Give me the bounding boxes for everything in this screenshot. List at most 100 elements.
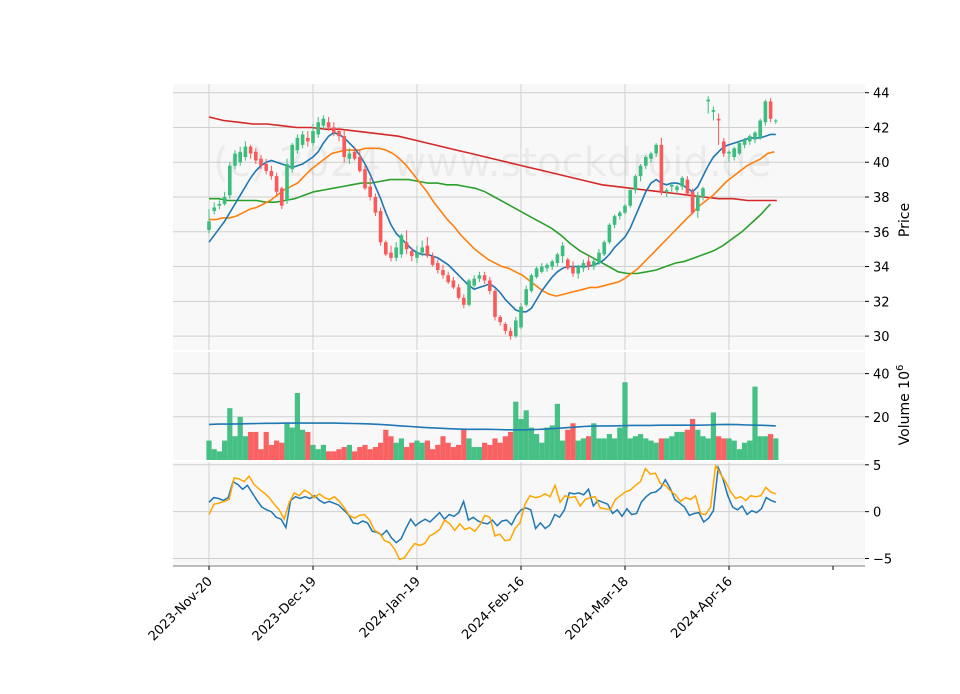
volume-bar: [315, 449, 321, 460]
candle-body: [498, 316, 502, 323]
candle-body: [540, 266, 544, 272]
candle-body: [243, 146, 248, 158]
volume-bar: [289, 427, 295, 460]
candle-body: [446, 275, 450, 283]
volume-bar: [544, 427, 550, 460]
candle-body: [727, 151, 731, 154]
candle-body: [493, 290, 497, 317]
volume-axis-label: Volume 106: [895, 365, 913, 446]
candle-body: [295, 137, 300, 151]
candle-body: [233, 153, 237, 166]
candle-body: [503, 323, 508, 331]
candle-body: [358, 157, 362, 171]
volume-bar: [492, 438, 498, 460]
volume-bar: [232, 436, 238, 460]
candle-body: [696, 195, 700, 211]
candle-body: [534, 268, 539, 277]
candle-body: [337, 130, 341, 137]
candle-body: [675, 186, 679, 191]
panel-background: [173, 84, 865, 350]
oscillator-axis-tick-label: 0: [873, 506, 881, 521]
volume-bar: [653, 442, 659, 460]
volume-bar: [591, 423, 597, 460]
volume-bar: [440, 436, 446, 460]
candle-body: [633, 176, 638, 191]
candle-body: [722, 141, 726, 154]
candle-body: [576, 266, 580, 274]
candle-body: [680, 177, 684, 187]
volume-bar: [768, 434, 774, 460]
candle-body: [373, 197, 378, 213]
candle-body: [508, 330, 513, 337]
volume-bar: [310, 444, 316, 460]
price-axis-tick-label: 32: [873, 295, 890, 310]
volume-bar: [398, 438, 404, 460]
candle-body: [430, 256, 435, 265]
candle-body: [259, 158, 263, 166]
volume-bar: [528, 427, 534, 460]
oscillator-plot: [208, 463, 777, 561]
candle-body: [524, 289, 528, 305]
volume-bar: [419, 442, 425, 460]
volume-bar: [742, 442, 748, 460]
candle-body: [597, 252, 601, 264]
candle-body: [389, 252, 393, 258]
candle-body: [659, 144, 664, 192]
candle-body: [550, 261, 554, 267]
volume-bar: [206, 440, 212, 460]
price-axis-label: Price: [897, 203, 913, 237]
candle-body: [768, 101, 773, 119]
volume-bar: [378, 442, 384, 460]
volume-axis-tick-label: 20: [873, 411, 890, 426]
candle-body: [748, 136, 752, 142]
candle-body: [217, 203, 222, 206]
volume-bar: [554, 403, 560, 460]
volume-bar: [331, 451, 337, 460]
candle-body: [462, 297, 466, 305]
volume-bar: [565, 429, 571, 460]
volume-bar: [352, 451, 358, 460]
candle-body: [404, 242, 409, 250]
candle-body: [300, 134, 305, 145]
oscillator-line-1: [208, 464, 777, 544]
volume-bar: [414, 440, 420, 460]
candle-body: [560, 245, 565, 257]
candle-body: [451, 280, 456, 288]
volume-bar: [409, 442, 415, 460]
candle-body: [264, 163, 268, 171]
candle-body: [742, 139, 747, 145]
candle-body: [285, 163, 289, 201]
candle-body: [529, 275, 534, 291]
price-plot: [207, 96, 778, 340]
volume-bar: [658, 438, 664, 460]
volume-bar: [773, 438, 779, 460]
candle-body: [326, 122, 331, 128]
volume-bar: [684, 429, 690, 460]
candle-body: [685, 179, 690, 194]
volume-bar: [721, 438, 727, 460]
volume-bar: [508, 431, 514, 460]
volume-bar: [461, 429, 467, 460]
volume-bar: [580, 438, 586, 460]
candle-body: [664, 190, 669, 192]
volume-bar: [211, 449, 217, 460]
candle-body: [436, 263, 440, 271]
candle-body: [456, 287, 461, 298]
candle-body: [628, 190, 632, 206]
volume-bar: [502, 436, 508, 460]
candle-body: [482, 275, 487, 281]
candle-body: [425, 245, 430, 257]
candle-body: [649, 153, 653, 159]
volume-bar: [716, 436, 722, 460]
price-axis-tick-label: 30: [873, 330, 890, 345]
volume-bar: [539, 442, 545, 460]
candle-body: [467, 280, 471, 305]
volume-bar: [482, 442, 488, 460]
volume-bar: [601, 438, 607, 460]
volume-bar: [263, 431, 269, 460]
ma-slow-line: [209, 178, 771, 275]
volume-bar: [596, 438, 602, 460]
candle-body: [732, 148, 736, 158]
volume-bar: [726, 438, 732, 460]
